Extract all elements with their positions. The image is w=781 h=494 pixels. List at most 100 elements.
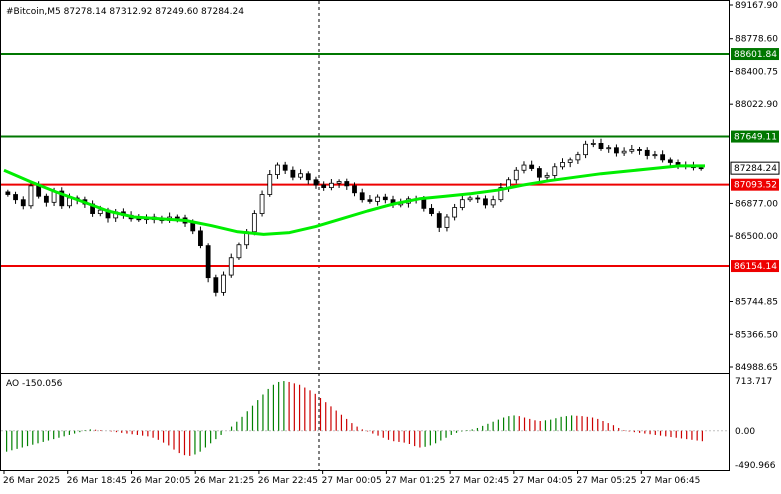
- x-tick-label-1: 26 Mar 18:45: [67, 476, 127, 486]
- candle-body-22: [174, 216, 180, 219]
- candle-body-83: [644, 149, 650, 156]
- y-tick-label-1: 88778.60: [735, 35, 778, 45]
- candle-body-4: [36, 185, 42, 197]
- x-tick-label-0: 26 Mar 2025: [3, 476, 60, 486]
- level-badge-0: [731, 48, 779, 61]
- candle-body-39: [305, 173, 311, 181]
- candle-body-43: [336, 181, 342, 184]
- y-tick-label-6: 85744.85: [735, 297, 778, 307]
- candle-body-49: [382, 196, 388, 201]
- y-tick-label-5: 86500.00: [735, 232, 778, 242]
- candle-body-64: [498, 187, 504, 201]
- y-tick-label-3: 88022.90: [735, 100, 778, 110]
- candle-body-30: [236, 244, 242, 259]
- candle-body-37: [290, 169, 296, 178]
- candle-body-86: [667, 159, 673, 163]
- candle-body-72: [560, 162, 565, 168]
- level-label-2: 87093.52: [734, 181, 777, 191]
- x-tick-label-4: 26 Mar 22:45: [258, 476, 318, 486]
- x-tick-label-2: 26 Mar 20:05: [130, 476, 190, 486]
- moving-average-line: [3, 164, 705, 236]
- ao-header: AO -150.056: [6, 379, 63, 389]
- time-axis: 26 Mar 2025 26 Mar 18:45 26 Mar 20:05 26 Ma…: [3, 470, 700, 486]
- candle-body-76: [590, 143, 596, 145]
- chart-header: #Bitcoin,M5 87278.14 87312.92 87249.60 8…: [6, 7, 244, 17]
- candle-body-32: [251, 213, 257, 233]
- candle-body-25: [198, 230, 203, 247]
- ao-tick-label-0: 713.717: [735, 377, 772, 387]
- candle-body-63: [490, 199, 496, 206]
- candle-body-59: [459, 199, 465, 208]
- candle-body-62: [483, 198, 488, 206]
- candle-body-80: [621, 150, 627, 154]
- x-tick-label-8: 27 Mar 04:05: [513, 476, 573, 486]
- candle-body-68: [529, 164, 535, 169]
- y-tick-label-8: 84988.65: [735, 363, 778, 373]
- x-tick-label-7: 27 Mar 02:45: [449, 476, 509, 486]
- candle-body-34: [267, 174, 273, 195]
- candle-body-44: [344, 181, 350, 187]
- current-price-badge: [730, 161, 780, 175]
- level-badge-3: [731, 260, 779, 273]
- candle-body-85: [660, 154, 666, 161]
- ao-tick-label-1: 0.00: [735, 427, 755, 437]
- candle-body-35: [275, 164, 280, 175]
- level-label-1: 87649.11: [734, 133, 777, 143]
- ao-tick-label-2: -490.966: [735, 461, 776, 471]
- candle-body-8: [67, 197, 72, 207]
- candle-body-42: [328, 182, 334, 188]
- candle-body-36: [282, 164, 288, 171]
- candle-body-29: [228, 257, 234, 276]
- x-tick-label-6: 27 Mar 01:25: [385, 476, 445, 486]
- level-label-3: 86154.14: [734, 262, 777, 272]
- candle-body-48: [375, 196, 381, 202]
- candle-body-2: [20, 199, 26, 207]
- candle-body-60: [467, 197, 473, 201]
- candle-body-28: [221, 274, 226, 293]
- level-label-0: 88601.84: [734, 50, 777, 60]
- candle-body-3: [28, 185, 34, 207]
- candle-body-61: [475, 197, 481, 200]
- candle-body-56: [436, 213, 442, 228]
- ao-panel[interactable]: 713.717 0.00 -490.966: [1, 377, 776, 471]
- price-panel[interactable]: [1, 1, 729, 470]
- candle-body-26: [205, 245, 211, 279]
- candle-body-1: [13, 194, 18, 201]
- candle-body-78: [606, 147, 612, 150]
- candle-body-82: [637, 149, 642, 151]
- y-tick-label-0: 89167.90: [735, 1, 778, 11]
- candle-body-74: [575, 154, 581, 161]
- y-tick-label-7: 85366.50: [735, 330, 778, 340]
- candle-body-46: [359, 192, 365, 201]
- candle-body-5: [43, 195, 49, 203]
- candle-body-70: [544, 175, 550, 178]
- level-badge-1: [731, 130, 779, 143]
- current-price-label: 87284.24: [734, 164, 777, 174]
- candle-body-54: [421, 199, 427, 209]
- candle-body-90: [698, 167, 704, 170]
- x-tick-label-10: 27 Mar 06:45: [640, 476, 700, 486]
- x-tick-label-3: 26 Mar 21:25: [194, 476, 254, 486]
- candle-body-69: [536, 168, 542, 178]
- x-tick-label-5: 27 Mar 00:05: [322, 476, 382, 486]
- candle-body-12: [97, 209, 103, 214]
- candle-body-58: [452, 207, 458, 218]
- x-tick-label-9: 27 Mar 05:25: [577, 476, 637, 486]
- y-tick-label-4: 86877.00: [735, 199, 778, 209]
- candle-body-7: [59, 190, 65, 207]
- candle-body-67: [521, 164, 527, 171]
- candle-body-73: [567, 159, 573, 163]
- candle-body-66: [513, 169, 519, 181]
- candle-body-75: [583, 143, 588, 156]
- candle-body-57: [444, 216, 450, 228]
- candle-body-33: [259, 194, 265, 214]
- candle-body-27: [213, 277, 219, 293]
- candle-body-84: [652, 154, 658, 157]
- candle-body-40: [313, 179, 319, 186]
- price-axis: 89167.90 88778.60 88400.75 88022.90 86877.00…: [729, 1, 780, 373]
- candle-body-24: [190, 222, 196, 232]
- candle-body-0: [5, 191, 11, 195]
- candle-body-77: [598, 143, 604, 150]
- candle-body-71: [552, 166, 558, 176]
